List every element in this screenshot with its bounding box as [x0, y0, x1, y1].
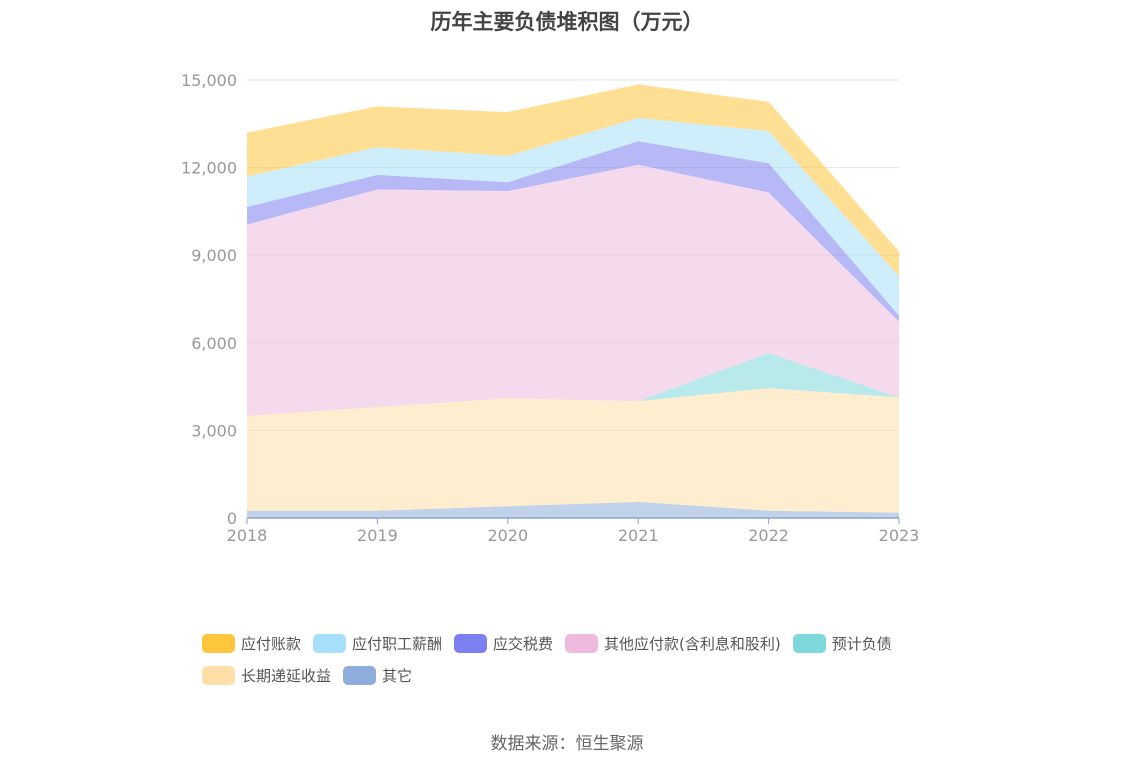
legend-item[interactable]: 预计负债 — [792, 632, 892, 654]
legend-label: 预计负债 — [831, 634, 892, 653]
y-tick-label: 15,000 — [181, 71, 237, 90]
legend-label: 其他应付款(含利息和股利) — [604, 634, 781, 653]
legend-swatch — [202, 633, 235, 653]
legend-label: 应交税费 — [493, 634, 554, 653]
x-tick-label: 2019 — [357, 526, 398, 545]
legend-label: 应付账款 — [241, 634, 302, 653]
area-其他应付款(含利息和股利) — [247, 164, 899, 416]
area-应交税费 — [247, 141, 899, 322]
legend-item[interactable]: 应付职工薪酬 — [313, 632, 442, 654]
legend-swatch — [792, 633, 826, 653]
x-tick-label: 2023 — [879, 526, 920, 545]
legend-item[interactable]: 应付账款 — [202, 632, 301, 654]
y-tick-label: 12,000 — [181, 159, 237, 178]
axes: 0 3,000 6,000 9,000 12,000 15,000 2018 2019 2020… — [181, 71, 919, 545]
chart-title: 历年主要负债堆积图（万元） — [430, 10, 704, 34]
legend-item[interactable]: 应交税费 — [454, 632, 553, 654]
legend-swatch — [343, 665, 377, 685]
y-tick-label: 0 — [227, 509, 237, 528]
y-tick-label: 3,000 — [191, 421, 237, 440]
y-tick-label: 9,000 — [191, 246, 237, 265]
area-其它 — [247, 501, 899, 518]
y-tick-label: 6,000 — [191, 334, 237, 353]
x-tick-label: 2018 — [227, 526, 268, 545]
area-应付账款 — [247, 84, 899, 277]
legend-label: 应付职工薪酬 — [352, 634, 443, 653]
legend-item[interactable]: 长期递延收益 — [202, 664, 331, 686]
x-tick-label: 2020 — [487, 526, 528, 545]
legend-item[interactable]: 其他应付款(含利息和股利) — [565, 632, 781, 654]
legend-swatch — [454, 633, 488, 653]
source-note: 数据来源：恒生聚源 — [490, 734, 644, 754]
legend-swatch — [313, 633, 347, 653]
legend: 应付账款 应付职工薪酬 应交税费 其他应付款(含利息和股利) 预计负债长期递延收益 其它 — [202, 632, 962, 686]
legend-swatch — [202, 665, 235, 685]
area-长期递延收益 — [247, 388, 899, 513]
area-应付职工薪酬 — [247, 118, 899, 316]
legend-item[interactable]: 其它 — [343, 664, 412, 686]
x-tick-label: 2022 — [748, 526, 789, 545]
legend-label: 长期递延收益 — [241, 666, 332, 685]
legend-label: 其它 — [382, 666, 413, 685]
legend-swatch — [565, 633, 599, 653]
x-tick-label: 2021 — [618, 526, 659, 545]
area-预计负债 — [247, 353, 899, 416]
area-series — [247, 84, 899, 518]
